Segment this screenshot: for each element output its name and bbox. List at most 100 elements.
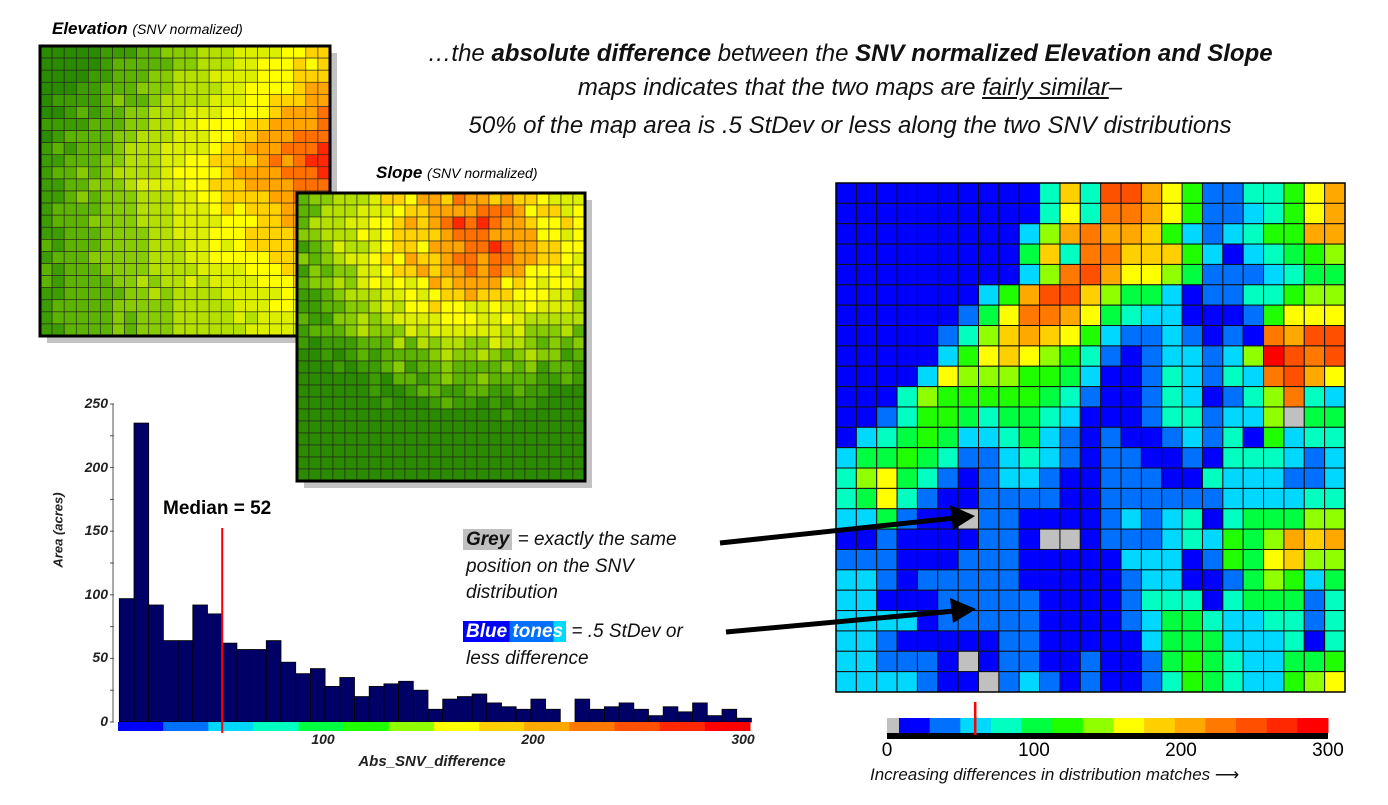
map-cell: [332, 420, 346, 434]
difference-cell: [1201, 263, 1224, 286]
map-cell: [112, 178, 125, 192]
map-cell: [476, 204, 490, 218]
map-cell: [320, 240, 334, 254]
legend-tick-label: 100: [1018, 740, 1050, 761]
difference-cell: [1242, 263, 1265, 286]
difference-cell: [937, 243, 959, 265]
map-cell: [548, 288, 562, 302]
map-cell: [524, 456, 538, 470]
difference-cell: [1140, 487, 1163, 510]
map-cell: [512, 444, 526, 458]
difference-cell: [1120, 650, 1142, 673]
map-cell: [476, 420, 490, 434]
difference-cell: [1161, 610, 1183, 632]
difference-cell: [1140, 263, 1163, 286]
difference-cell: [916, 365, 939, 388]
difference-cell: [998, 325, 1020, 347]
difference-cell: [978, 223, 1000, 245]
map-cell: [392, 204, 406, 218]
map-cell: [39, 226, 53, 240]
map-cell: [269, 202, 282, 216]
map-cell: [148, 142, 162, 156]
map-cell: [548, 348, 562, 362]
difference-cell: [1039, 589, 1061, 612]
arrow-blue: [725, 598, 976, 635]
map-cell: [380, 360, 394, 374]
map-cell: [392, 276, 406, 290]
map-border: [295, 191, 587, 483]
difference-cell: [1120, 487, 1142, 510]
histogram-bar: [133, 422, 150, 723]
map-cell: [88, 178, 101, 192]
difference-cell: [1079, 263, 1102, 286]
map-cell: [100, 142, 113, 156]
difference-cell: [1018, 202, 1041, 225]
blue-swatch-label: Blue tones: [463, 621, 567, 642]
difference-cell: [1018, 508, 1041, 530]
map-cell: [296, 384, 310, 398]
map-cell: [572, 216, 586, 230]
map-cell: [233, 214, 246, 228]
map-cell: [124, 323, 137, 337]
map-cell: [392, 444, 406, 458]
annotation-text: less difference: [466, 648, 589, 669]
map-cell: [296, 444, 310, 458]
map-cell: [233, 287, 246, 301]
map-cell: [296, 276, 310, 290]
difference-cell: [1263, 569, 1285, 591]
map-cell: [63, 299, 77, 313]
map-cell: [452, 240, 466, 254]
map-cell: [572, 192, 586, 206]
map-cell: [88, 154, 101, 168]
map-cell: [39, 239, 53, 252]
map-cell: [269, 299, 282, 313]
map-cell: [404, 276, 418, 290]
difference-cell: [1059, 182, 1081, 204]
difference-cell: [1263, 528, 1285, 550]
map-cell: [380, 264, 394, 278]
map-cell: [257, 178, 270, 192]
map-cell: [196, 323, 210, 337]
difference-cell: [1059, 650, 1081, 673]
difference-cell: [1242, 182, 1265, 204]
difference-cell: [1283, 650, 1305, 673]
difference-cell: [998, 386, 1020, 408]
map-cell: [281, 251, 295, 264]
map-cell: [208, 251, 222, 264]
difference-cell: [1100, 548, 1122, 571]
difference-cell: [916, 426, 939, 449]
map-cell: [368, 192, 382, 206]
map-cell: [536, 324, 550, 338]
difference-cell: [1242, 467, 1265, 489]
histogram-bar: [486, 702, 502, 723]
map-cell: [548, 264, 562, 278]
difference-cell: [896, 487, 918, 510]
map-cell: [416, 432, 430, 446]
difference-cell: [978, 243, 1000, 265]
map-cell: [296, 360, 310, 374]
map-cell: [464, 468, 478, 482]
difference-cell: [835, 223, 857, 245]
map-cell: [208, 299, 222, 313]
headline-line-1: …the absolute difference between the SNV…: [0, 40, 1370, 68]
difference-cell: [1303, 467, 1326, 489]
map-cell: [112, 287, 125, 301]
map-cell: [281, 178, 295, 192]
map-cell: [100, 311, 113, 325]
histogram-bar: [589, 708, 605, 723]
difference-cell: [876, 202, 898, 225]
map-cell: [500, 204, 514, 218]
map-cell: [512, 216, 526, 230]
difference-cell: [1100, 202, 1122, 225]
map-cell: [320, 192, 334, 206]
difference-cell: [1222, 223, 1244, 245]
map-cell: [136, 239, 150, 252]
map-cell: [220, 251, 234, 264]
map-cell: [524, 192, 538, 206]
map-cell: [269, 190, 282, 204]
map-cell: [488, 324, 502, 338]
map-cell: [257, 214, 270, 228]
map-cell: [440, 264, 454, 278]
map-cell: [488, 468, 502, 482]
difference-cell: [1201, 630, 1224, 652]
